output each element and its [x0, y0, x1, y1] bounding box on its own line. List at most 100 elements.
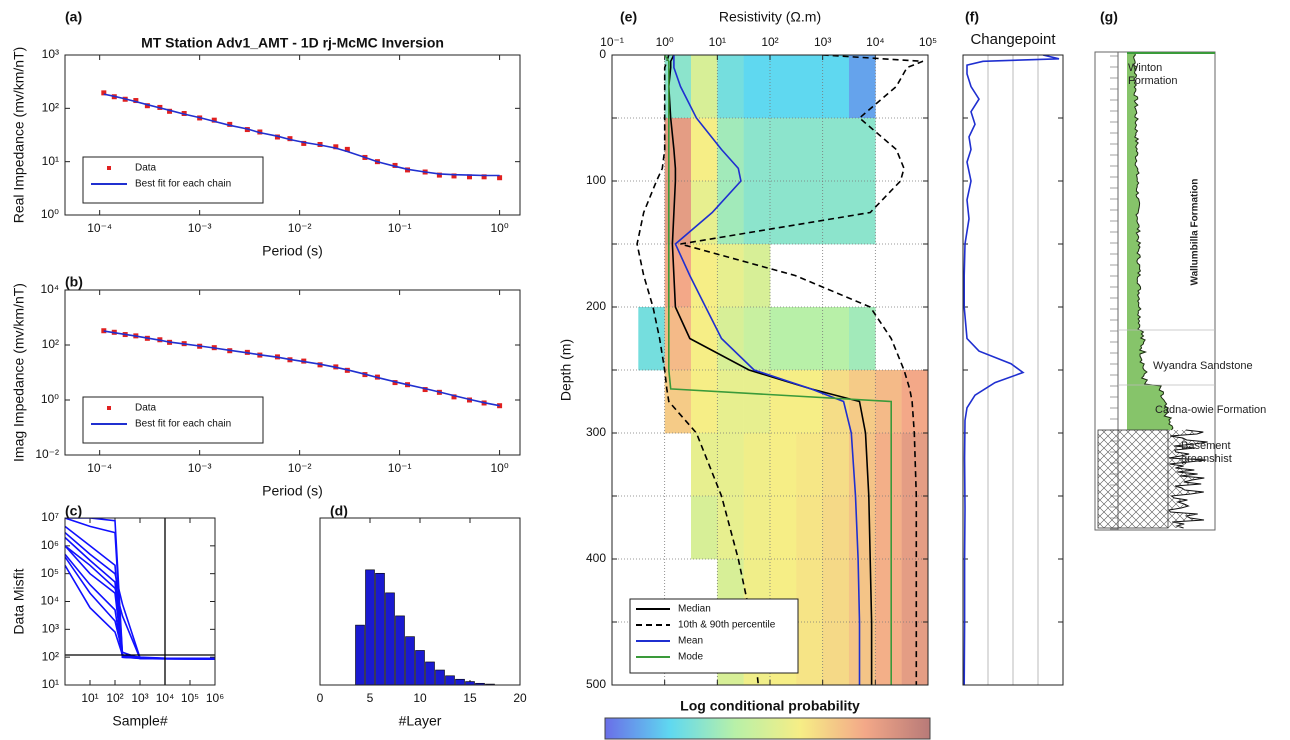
heat-cell	[822, 496, 850, 560]
heat-cell	[796, 118, 823, 182]
y-tick-label: 500	[586, 677, 606, 691]
series-line	[65, 525, 215, 660]
data-point	[287, 136, 293, 142]
panel-label: (e)	[620, 9, 637, 25]
plot-frame	[962, 54, 1064, 686]
y-tick-label: 300	[586, 425, 606, 439]
y-tick-label: 10⁷	[41, 510, 59, 524]
legend-box	[82, 156, 264, 204]
x-tick-label: 10⁻³	[188, 221, 212, 235]
heat-cell	[770, 433, 797, 497]
profile-line	[680, 55, 924, 685]
profile-line	[636, 55, 760, 685]
y-tick-label: 10¹	[42, 677, 59, 691]
panel-title: Changepoint	[970, 31, 1056, 48]
y-tick-label: 10²	[42, 101, 59, 115]
y-tick-label: 10⁰	[41, 392, 59, 406]
x-tick-label: 10⁰	[491, 461, 509, 475]
y-tick-label: 10⁴	[40, 594, 59, 608]
data-point	[451, 173, 457, 179]
bar	[465, 681, 475, 686]
heat-cell	[770, 55, 797, 119]
bar	[455, 678, 465, 686]
heat-cell	[796, 559, 823, 623]
panel-label: (a)	[65, 9, 82, 25]
log-curve	[1132, 52, 1174, 431]
plot-frame	[64, 517, 216, 686]
data-point	[466, 174, 472, 180]
x-tick-label: 10⁻¹	[600, 35, 624, 49]
heat-cell	[743, 55, 771, 119]
plot-frame	[611, 54, 929, 686]
log-curve	[1168, 429, 1208, 529]
legend-label: Best fit for each chain	[135, 419, 231, 430]
heat-cell	[848, 370, 876, 434]
plot-frame	[319, 517, 521, 686]
heat-cell	[848, 55, 876, 119]
formation-label: Cadna-owie Formation	[1155, 404, 1267, 416]
heat-cell	[638, 307, 665, 371]
heat-cell	[796, 55, 823, 119]
x-tick-label: 10⁰	[656, 35, 674, 49]
heat-cell	[822, 433, 850, 497]
x-tick-label: 15	[463, 691, 477, 705]
heat-cell	[690, 55, 718, 119]
heat-cell	[901, 559, 928, 623]
colorbar	[604, 717, 931, 740]
heat-cell	[743, 370, 771, 434]
x-tick-label: 10⁻⁴	[87, 461, 112, 475]
heat-cell	[690, 433, 718, 497]
x-tick-label: 10⁶	[206, 691, 224, 705]
y-axis-label: Data Misfit	[11, 568, 27, 634]
heat-cell	[848, 307, 876, 371]
panel-label: (d)	[330, 503, 348, 519]
y-axis-label: Depth (m)	[558, 339, 574, 401]
heat-cell	[822, 559, 850, 623]
y-tick-label: 10⁴	[40, 282, 59, 296]
legend-swatch	[107, 406, 111, 410]
profile-line	[664, 55, 892, 685]
bar	[405, 636, 415, 686]
basement-box	[1097, 429, 1169, 529]
x-tick-label: 10³	[131, 691, 148, 705]
panel-label: (g)	[1100, 9, 1118, 25]
legend-box	[629, 598, 799, 674]
y-tick-label: 10⁵	[41, 566, 59, 580]
heat-cell	[690, 307, 718, 371]
bar	[355, 624, 365, 686]
heat-cell	[796, 370, 823, 434]
heat-cell	[743, 496, 771, 560]
x-axis-label: Period (s)	[262, 243, 323, 259]
heat-cell	[690, 244, 718, 308]
x-tick-label: 10⁻²	[288, 461, 312, 475]
legend-label: Data	[135, 403, 157, 414]
panel-label: (b)	[65, 274, 83, 290]
heat-cell	[796, 307, 823, 371]
profile-line	[963, 55, 1060, 685]
y-axis-label: Imag Impedance (mv/km/nT)	[11, 283, 27, 462]
heat-cell	[875, 622, 902, 685]
heat-cell	[822, 307, 850, 371]
x-tick-label: 10⁻¹	[388, 461, 412, 475]
x-axis-label: Sample#	[112, 713, 167, 729]
y-tick-label: 10⁰	[41, 207, 59, 221]
heat-cell	[743, 433, 771, 497]
x-tick-label: 10	[413, 691, 427, 705]
y-tick-label: 10²	[42, 649, 59, 663]
series-line	[65, 531, 215, 660]
data-point	[497, 175, 503, 181]
heat-cell	[875, 433, 902, 497]
series-line	[65, 564, 215, 660]
data-point	[144, 103, 150, 109]
profile-line	[673, 55, 861, 685]
y-tick-label: 400	[586, 551, 606, 565]
x-tick-label: 10⁴	[156, 691, 175, 705]
heat-cell	[743, 181, 771, 245]
formation-fill	[1127, 52, 1173, 430]
legend-label: Median	[678, 604, 711, 615]
x-tick-label: 10⁻¹	[388, 221, 412, 235]
x-tick-label: 0	[317, 691, 324, 705]
heat-cell	[717, 496, 744, 560]
heat-cell	[901, 370, 928, 434]
legend-label: Data	[135, 163, 157, 174]
